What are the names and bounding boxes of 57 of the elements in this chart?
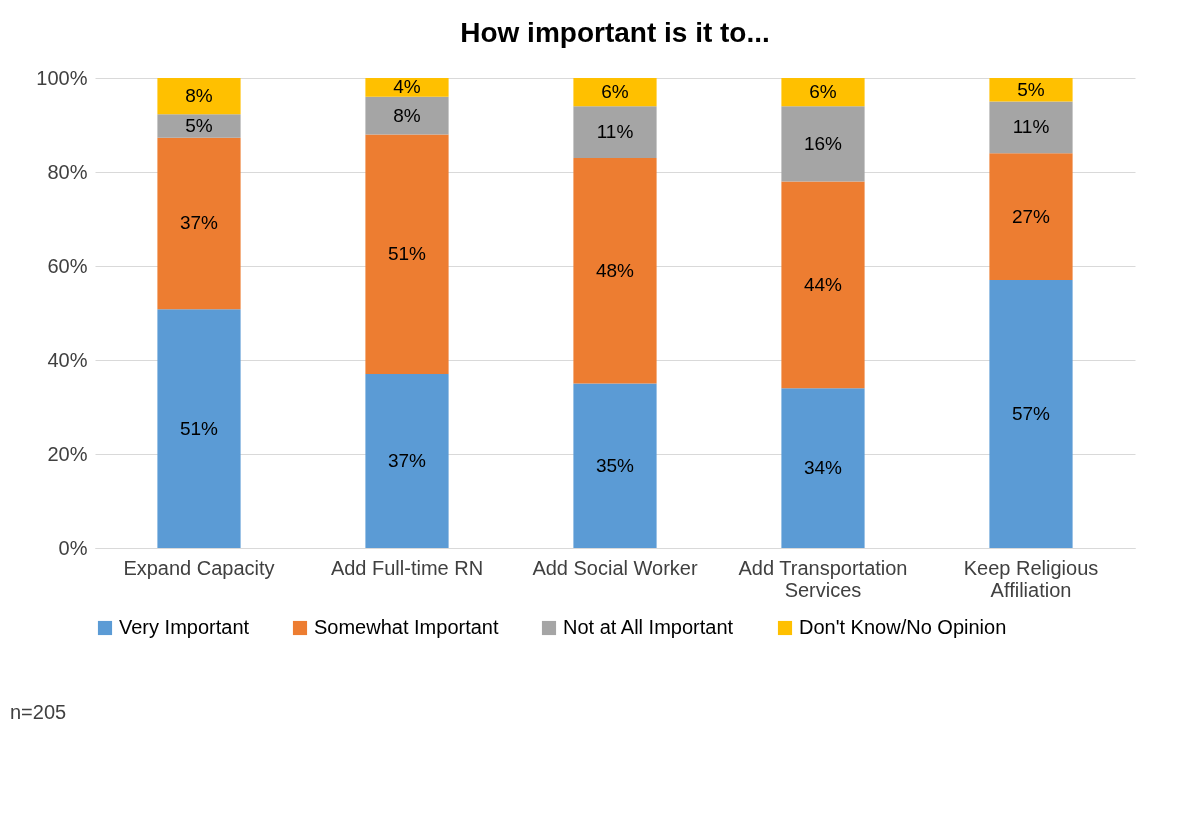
legend-label: Somewhat Important xyxy=(314,616,499,638)
bar xyxy=(157,114,241,138)
y-tick-label: 0% xyxy=(58,536,88,559)
bar xyxy=(989,153,1073,281)
data-label: 57% xyxy=(1011,403,1051,425)
data-label: 48% xyxy=(595,259,635,281)
x-tick-label: Keep Religious Affiliation xyxy=(963,556,1099,601)
data-label: 51% xyxy=(387,243,427,265)
bar xyxy=(781,388,865,548)
bar xyxy=(781,181,865,389)
y-tick-label: 20% xyxy=(47,442,88,465)
data-label: 35% xyxy=(595,454,635,476)
bar xyxy=(989,280,1073,548)
legend-label: Very Important xyxy=(119,616,250,638)
bar xyxy=(157,309,241,548)
x-tick-label: Expand Capacity xyxy=(123,556,275,579)
data-label: 8% xyxy=(393,104,421,126)
data-label: 37% xyxy=(387,450,427,472)
data-label: 8% xyxy=(185,85,213,107)
bar xyxy=(573,157,657,384)
data-label: 27% xyxy=(1011,205,1051,227)
x-tick-label: Add Social Worker xyxy=(532,556,698,579)
bar xyxy=(365,96,449,135)
data-label: 6% xyxy=(601,81,629,103)
bar xyxy=(365,374,449,548)
chart-title: How important is it to... xyxy=(460,17,770,48)
data-label: 16% xyxy=(803,132,843,154)
bar xyxy=(573,78,657,107)
data-label: 4% xyxy=(393,76,421,98)
bar xyxy=(365,134,449,375)
y-tick-label: 60% xyxy=(47,254,88,277)
data-label: 11% xyxy=(596,121,634,143)
bar xyxy=(157,78,241,115)
data-label: 51% xyxy=(179,417,219,439)
data-label: 6% xyxy=(809,81,837,103)
data-label: 5% xyxy=(1017,78,1045,100)
legend-label: Don't Know/No Opinion xyxy=(799,616,1007,638)
y-tick-label: 40% xyxy=(47,348,88,371)
data-label: 37% xyxy=(179,212,219,234)
bar xyxy=(781,106,865,182)
data-label: 11% xyxy=(1012,116,1050,138)
x-tick-label: Add Full-time RN xyxy=(330,556,484,579)
bar xyxy=(365,78,449,97)
x-tick-label: Add Transportation Services xyxy=(738,556,908,601)
bar xyxy=(989,78,1073,102)
bar xyxy=(573,383,657,548)
data-label: 5% xyxy=(185,114,213,136)
bar xyxy=(573,106,657,158)
bar xyxy=(989,101,1073,154)
legend-label: Not at All Important xyxy=(563,616,734,638)
data-label: 34% xyxy=(803,457,843,479)
bar xyxy=(781,78,865,107)
text: n=205 xyxy=(10,701,67,723)
y-tick-label: 100% xyxy=(36,66,88,89)
data-label: 44% xyxy=(803,273,843,295)
y-tick-label: 80% xyxy=(47,160,88,183)
bar xyxy=(157,137,241,310)
